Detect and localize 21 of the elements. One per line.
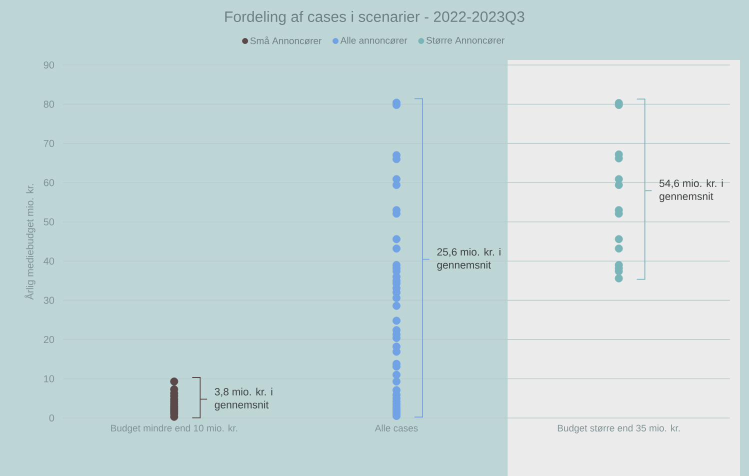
legend-label: Alle annoncører <box>340 36 408 44</box>
x-tick-label: Budget mindre end 10 mio. kr. <box>111 424 238 434</box>
y-tick-label: 0 <box>49 414 54 422</box>
y-axis-title: Årlig mediebudget mio. kr. <box>24 184 36 300</box>
y-tick-label: 10 <box>44 375 54 382</box>
y-tick-label: 30 <box>44 296 54 304</box>
x-tick-label: Budget større end 35 mio. kr. <box>558 424 680 434</box>
legend-label: Større Annoncører <box>426 36 505 44</box>
y-tick-label: 80 <box>44 100 54 108</box>
y-tick-label: 50 <box>44 218 54 226</box>
chart-title: Fordeling af cases i scenarier - 2022-2023Q3 <box>225 11 524 25</box>
y-tick-label: 60 <box>44 179 54 186</box>
annotation: 54,6 mio. kr. i gennemsnit <box>659 179 723 202</box>
annotation: 3,8 mio. kr. i gennemsnit <box>214 388 272 411</box>
x-tick-label: Alle cases <box>374 424 418 432</box>
y-tick-label: 20 <box>44 336 54 344</box>
annotation: 25,6 mio. kr. i gennemsnit <box>437 248 500 271</box>
y-tick-label: 40 <box>44 258 54 265</box>
legend-label: Små Annoncører <box>250 36 322 44</box>
y-tick-label: 90 <box>44 61 54 69</box>
y-tick-label: 70 <box>44 140 54 147</box>
